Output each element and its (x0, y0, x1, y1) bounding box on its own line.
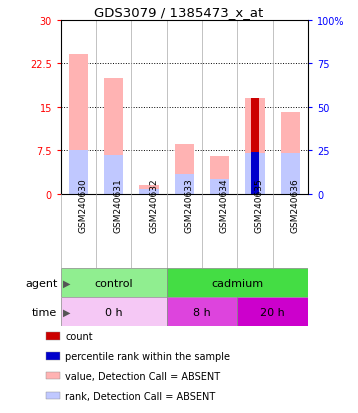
Bar (167, 297, 237, 326)
Bar (167, 268, 308, 297)
Bar (237, 297, 308, 326)
Bar (45, 392, 60, 399)
Bar (139, 185, 159, 194)
Bar (69, 151, 88, 194)
Bar (45, 332, 60, 340)
Bar (210, 157, 229, 194)
Text: 8 h: 8 h (193, 307, 211, 317)
Bar (45, 372, 60, 380)
Bar (61, 297, 167, 326)
Bar (245, 153, 265, 194)
Text: rank, Detection Call = ABSENT: rank, Detection Call = ABSENT (65, 391, 216, 401)
Text: cadmium: cadmium (211, 278, 263, 288)
Bar (69, 55, 88, 194)
Text: 0 h: 0 h (105, 307, 122, 317)
Text: control: control (95, 278, 133, 288)
Bar (45, 352, 60, 360)
Bar (245, 99, 265, 194)
Text: time: time (32, 307, 57, 317)
Text: ▶: ▶ (63, 307, 70, 317)
Text: value, Detection Call = ABSENT: value, Detection Call = ABSENT (65, 371, 220, 381)
Text: count: count (65, 331, 93, 341)
Text: GSM240630: GSM240630 (78, 178, 87, 233)
Bar (104, 78, 124, 194)
Bar (139, 190, 159, 194)
Bar (251, 152, 259, 194)
Text: GSM240632: GSM240632 (149, 178, 158, 233)
Text: ▶: ▶ (63, 278, 70, 288)
Text: percentile rank within the sample: percentile rank within the sample (65, 351, 230, 361)
Text: GSM240636: GSM240636 (290, 178, 299, 233)
Text: GSM240635: GSM240635 (255, 178, 264, 233)
Text: GDS3079 / 1385473_x_at: GDS3079 / 1385473_x_at (95, 6, 263, 19)
Bar (210, 179, 229, 194)
Bar (281, 113, 300, 194)
Bar (104, 156, 124, 194)
Text: GSM240633: GSM240633 (184, 178, 193, 233)
Bar (251, 99, 259, 194)
Text: agent: agent (25, 278, 57, 288)
Text: 20 h: 20 h (260, 307, 285, 317)
Text: GSM240634: GSM240634 (220, 178, 229, 233)
Bar (61, 268, 167, 297)
Bar (175, 174, 194, 194)
Text: GSM240631: GSM240631 (114, 178, 123, 233)
Bar (281, 153, 300, 194)
Bar (175, 145, 194, 194)
